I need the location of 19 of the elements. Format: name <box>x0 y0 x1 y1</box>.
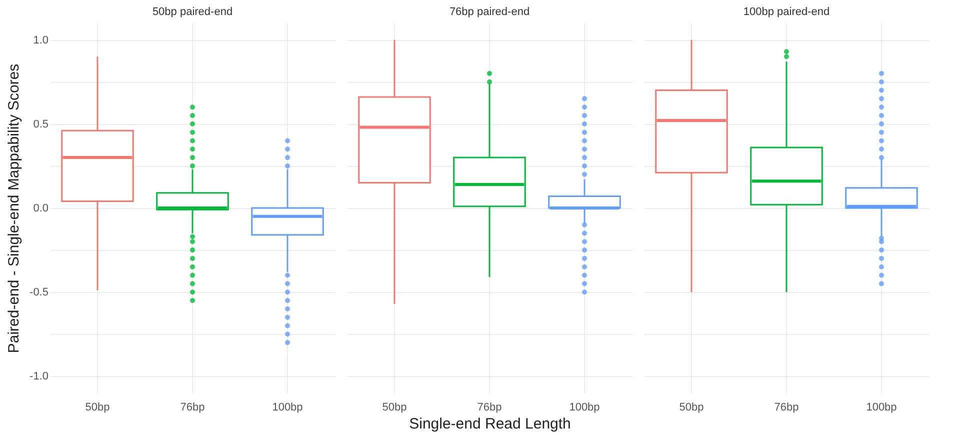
y-tick-label: 0.5 <box>33 118 48 130</box>
x-tick-label: 50bp <box>679 402 704 414</box>
x-tick-label: 100bp <box>866 402 897 414</box>
x-axis-title: Single-end Read Length <box>409 416 571 432</box>
y-axis-title: Paired-end - Single-end Mappability Scores <box>6 64 23 354</box>
chart-title: 76bp paired-end <box>449 6 530 18</box>
x-tick-label: 76bp <box>180 402 205 414</box>
x-tick-label: 76bp <box>774 402 799 414</box>
x-tick-label: 76bp <box>477 402 502 414</box>
x-tick-label: 50bp <box>85 402 110 414</box>
x-tick-label: 100bp <box>272 402 303 414</box>
y-tick-label: 0.0 <box>33 202 48 214</box>
y-tick-label: -0.5 <box>30 286 48 299</box>
x-tick-label: 100bp <box>569 402 600 414</box>
chart-title: 50bp paired-end <box>152 6 233 18</box>
chart-title: 100bp paired-end <box>743 6 830 18</box>
x-tick-label: 50bp <box>382 402 407 414</box>
y-tick-label: 1.0 <box>33 34 48 46</box>
y-tick-label: -1.0 <box>30 370 48 383</box>
